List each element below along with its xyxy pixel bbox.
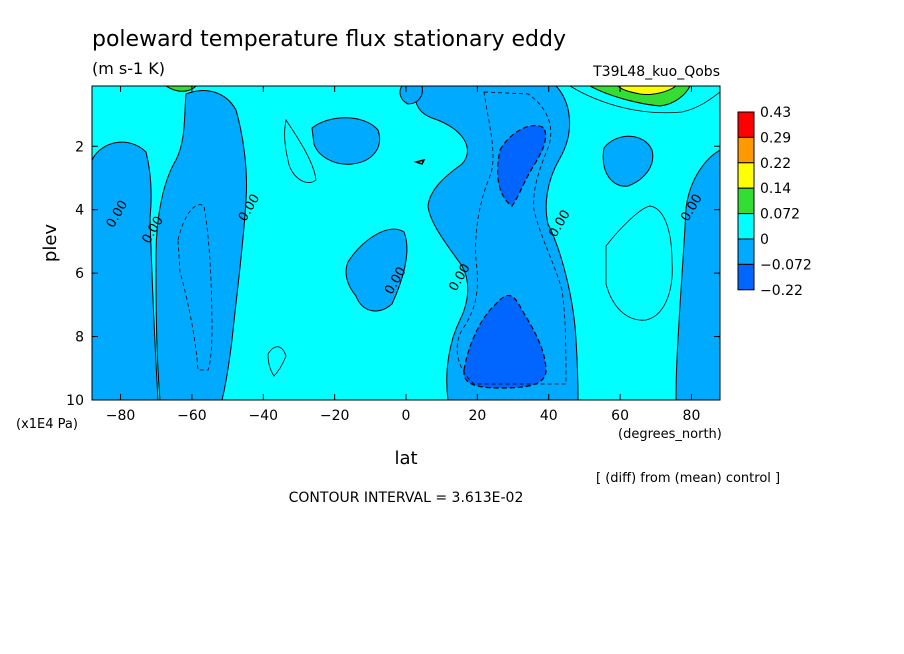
- dashed-contour-sh: [177, 204, 213, 371]
- colorbar-label: 0.14: [760, 181, 791, 197]
- x-tick-label: 40: [540, 408, 558, 424]
- y-axis-units: (x1E4 Pa): [16, 417, 78, 432]
- colorbar-label: 0.43: [760, 105, 791, 121]
- neg-region-nh-subtropic: [414, 86, 579, 400]
- contour-line-sh-mini: [267, 346, 287, 377]
- pos-region-top-right-core: [617, 86, 677, 95]
- colorbar-label: −0.072: [760, 257, 812, 273]
- colorbar-swatch: [737, 136, 755, 164]
- contour-interval: CONTOUR INTERVAL = 3.613E-02: [289, 490, 524, 506]
- x-tick-label: −80: [106, 408, 136, 424]
- colorbar-label: 0.22: [760, 156, 791, 172]
- x-tick-label: 80: [683, 408, 701, 424]
- x-tick-label: −40: [248, 408, 278, 424]
- colorbar-label: 0: [760, 232, 769, 248]
- colorbar-label: 0.29: [760, 130, 791, 146]
- y-tick-label: 4: [75, 203, 84, 219]
- x-axis-units: (degrees_north): [618, 427, 722, 442]
- neg-region-sh-column: [155, 90, 247, 400]
- colorbar-label: 0.072: [760, 207, 800, 223]
- plot-area: 0.00 0.000.000.00 0.000.00 0.00: [92, 86, 720, 400]
- colorbar-swatch: [737, 162, 755, 189]
- x-tick-label: −20: [320, 408, 350, 424]
- y-tick-label: 2: [75, 139, 84, 155]
- colorbar-swatch: [737, 263, 755, 291]
- x-axis: −80 −60 −40 −20 0 20 40 60 80: [106, 86, 701, 424]
- y-tick-label: 10: [66, 393, 84, 409]
- neg-region-nh-mid: [602, 135, 654, 187]
- neg-region-left-wall: [92, 141, 159, 400]
- strong-neg-lower: [463, 294, 547, 389]
- contour-line-sh-small: [284, 118, 317, 183]
- strong-neg-upper: [497, 124, 547, 207]
- colorbar: 0.43 0.29 0.22 0.14 0.072 0 −0.072 −0.22: [737, 105, 812, 299]
- colorbar-swatch: [737, 187, 755, 215]
- y-axis-label: plev: [40, 224, 61, 263]
- chart-units: (m s-1 K): [92, 59, 165, 78]
- y-tick-label: 6: [75, 266, 84, 282]
- x-axis-label: lat: [394, 448, 417, 469]
- x-tick-label: 0: [402, 408, 411, 424]
- x-tick-label: 60: [611, 408, 629, 424]
- neg-region-equator: [345, 228, 408, 312]
- colorbar-swatch: [737, 111, 755, 138]
- neg-region-right-wall: [675, 149, 720, 400]
- contour-line-nh-small: [605, 205, 673, 321]
- y-axis: 2 4 6 8 10: [66, 139, 720, 409]
- colorbar-swatch: [737, 238, 755, 265]
- neg-region-sh-mid: [311, 117, 380, 165]
- x-tick-label: 20: [468, 408, 486, 424]
- colorbar-label: −0.22: [760, 283, 803, 299]
- footer-note: [ (diff) from (mean) control ]: [596, 471, 780, 486]
- colorbar-swatch: [737, 213, 755, 240]
- chart-title: poleward temperature flux stationary edd…: [92, 27, 566, 52]
- contour-line-top-band: [569, 86, 720, 114]
- y-tick-label: 8: [75, 330, 84, 346]
- dashed-contour-nh: [456, 91, 567, 385]
- small-contour-artifact: [413, 158, 426, 165]
- run-label: T39L48_kuo_Qobs: [592, 64, 720, 80]
- x-tick-label: −60: [177, 408, 207, 424]
